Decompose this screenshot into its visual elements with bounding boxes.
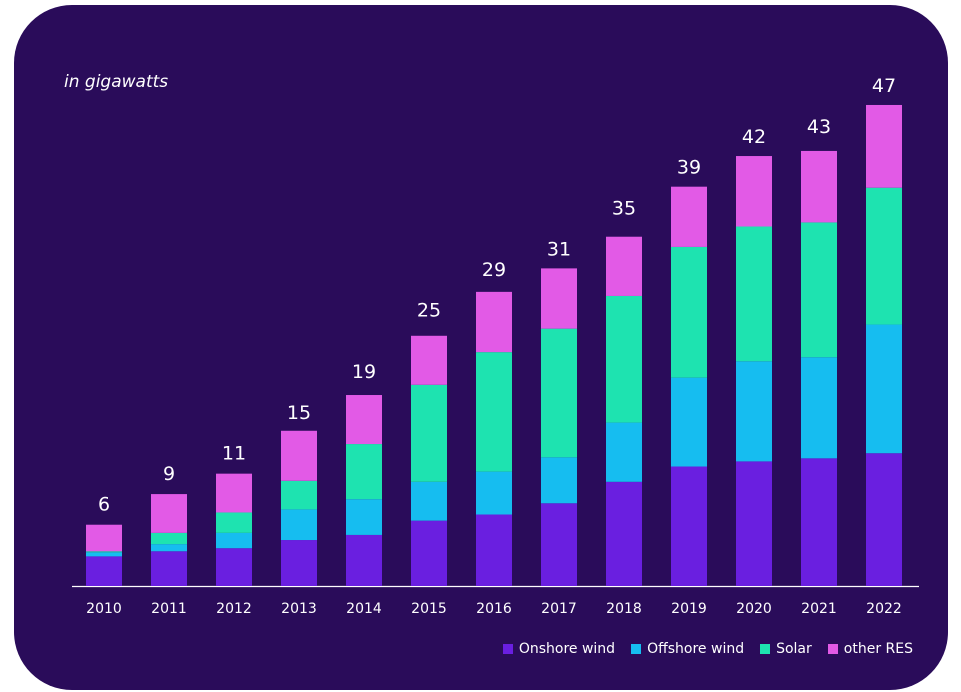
bar-segment-onshore-wind-2017 [541, 503, 577, 586]
legend-swatch-offshore-wind [631, 644, 642, 654]
bar-segment-onshore-wind-2013 [281, 540, 317, 586]
bar-segment-other-res-2016 [476, 291, 512, 353]
bar-segment-offshore-wind-2017 [541, 457, 577, 504]
bar-segment-other-res-2015 [411, 335, 447, 385]
total-label-2015: 25 [417, 300, 441, 322]
legend-label-other-res: other RES [843, 641, 913, 657]
legend-item-solar: Solar [760, 641, 812, 657]
bar-segment-other-res-2021 [801, 150, 837, 223]
bar-segment-offshore-wind-2011 [151, 544, 187, 552]
bar-segment-onshore-wind-2014 [346, 534, 382, 586]
bar-segment-solar-2011 [151, 532, 187, 545]
bar-segment-solar-2015 [411, 384, 447, 482]
bar-segment-solar-2016 [476, 352, 512, 472]
legend-swatch-onshore-wind [502, 644, 513, 654]
total-label-2010: 6 [98, 494, 110, 516]
x-tick-label-2010: 2010 [86, 601, 122, 617]
bar-segment-onshore-wind-2020 [736, 461, 772, 586]
total-label-2022: 47 [872, 75, 896, 97]
bar-segment-solar-2017 [541, 328, 577, 458]
bar-segment-other-res-2017 [541, 268, 577, 329]
bar-segment-offshore-wind-2016 [476, 471, 512, 515]
bar-segment-onshore-wind-2022 [866, 453, 902, 586]
bar-segment-onshore-wind-2016 [476, 514, 512, 586]
bar-segment-other-res-2022 [866, 104, 902, 188]
bar-segment-solar-2010 [86, 551, 122, 553]
bar-segment-offshore-wind-2010 [86, 552, 122, 557]
x-tick-label-2011: 2011 [151, 601, 187, 617]
total-label-2013: 15 [287, 402, 311, 424]
x-tick-label-2013: 2013 [281, 601, 317, 617]
bar-segment-other-res-2018 [606, 236, 642, 296]
legend-swatch-solar [760, 644, 771, 654]
total-label-2020: 42 [742, 126, 766, 148]
bar-segment-solar-2022 [866, 187, 902, 325]
bar-segment-solar-2020 [736, 226, 772, 362]
bar-segment-offshore-wind-2012 [216, 532, 252, 549]
bar-segment-offshore-wind-2018 [606, 422, 642, 482]
bar-segment-onshore-wind-2018 [606, 481, 642, 586]
bar-segment-solar-2021 [801, 222, 837, 358]
legend-label-solar: Solar [776, 641, 812, 657]
bar-segment-offshore-wind-2014 [346, 499, 382, 535]
x-tick-label-2022: 2022 [866, 601, 902, 617]
bar-segment-offshore-wind-2021 [801, 357, 837, 459]
x-tick-label-2015: 2015 [411, 601, 447, 617]
bar-segment-other-res-2013 [281, 430, 317, 481]
total-label-2021: 43 [807, 116, 831, 138]
bar-segment-onshore-wind-2010 [86, 556, 122, 586]
total-label-2019: 39 [677, 157, 701, 179]
bar-segment-onshore-wind-2019 [671, 466, 707, 586]
bar-segment-onshore-wind-2012 [216, 548, 252, 586]
total-label-2014: 19 [352, 361, 376, 383]
bar-segment-other-res-2011 [151, 494, 187, 533]
total-label-2016: 29 [482, 259, 506, 281]
bar-segment-other-res-2020 [736, 156, 772, 227]
x-tick-label-2018: 2018 [606, 601, 642, 617]
legend-label-offshore-wind: Offshore wind [647, 641, 745, 657]
bar-segment-solar-2012 [216, 512, 252, 533]
x-tick-label-2017: 2017 [541, 601, 577, 617]
x-tick-label-2016: 2016 [476, 601, 512, 617]
total-label-2011: 9 [163, 463, 175, 485]
bar-segment-offshore-wind-2022 [866, 324, 902, 454]
bar-segment-solar-2014 [346, 444, 382, 500]
bar-segment-offshore-wind-2019 [671, 377, 707, 467]
bar-segment-onshore-wind-2011 [151, 551, 187, 586]
bar-segment-offshore-wind-2013 [281, 509, 317, 541]
unit-label: in gigawatts [64, 72, 169, 92]
bar-segment-other-res-2012 [216, 473, 252, 513]
total-label-2012: 11 [222, 443, 246, 465]
x-tick-label-2019: 2019 [671, 601, 707, 617]
bar-segment-other-res-2010 [86, 524, 122, 552]
bar-segment-other-res-2014 [346, 395, 382, 445]
legend: Onshore wind Offshore wind Solar other R… [502, 641, 913, 657]
x-tick-label-2014: 2014 [346, 601, 382, 617]
bar-segment-offshore-wind-2015 [411, 481, 447, 521]
x-tick-label-2021: 2021 [801, 601, 837, 617]
bar-segment-solar-2013 [281, 480, 317, 510]
legend-label-onshore-wind: Onshore wind [518, 641, 616, 657]
bar-segment-solar-2019 [671, 246, 707, 378]
total-label-2018: 35 [612, 198, 636, 220]
bar-segment-offshore-wind-2020 [736, 361, 772, 462]
x-tick-label-2012: 2012 [216, 601, 252, 617]
bar-segment-onshore-wind-2021 [801, 458, 837, 586]
legend-item-offshore-wind: Offshore wind [631, 641, 744, 657]
bar-segment-other-res-2019 [671, 186, 707, 247]
bar-segment-onshore-wind-2015 [411, 520, 447, 586]
legend-swatch-other-res [827, 644, 838, 654]
legend-item-other-res: other RES [827, 641, 913, 657]
total-label-2017: 31 [547, 238, 571, 260]
x-tick-label-2020: 2020 [736, 601, 772, 617]
legend-item-onshore-wind: Onshore wind [502, 641, 616, 657]
bar-segment-solar-2018 [606, 295, 642, 423]
